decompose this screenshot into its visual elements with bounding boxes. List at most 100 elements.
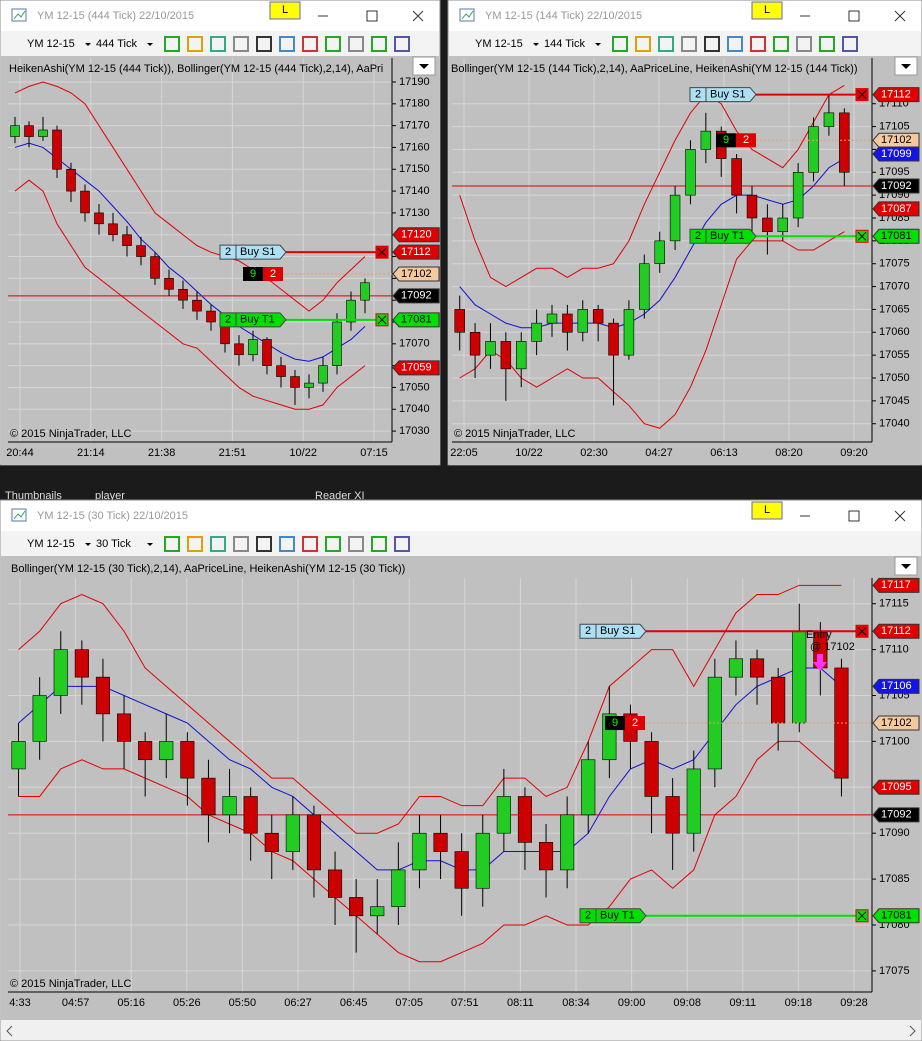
toolbar-icon[interactable] (348, 536, 364, 552)
scroll-left[interactable] (6, 1025, 13, 1037)
copyright: © 2015 NinjaTrader, LLC (454, 428, 575, 440)
toolbar-icon[interactable] (394, 536, 410, 552)
candle-body (159, 741, 174, 761)
toolbar-icon[interactable] (842, 36, 858, 52)
close-button[interactable] (894, 10, 906, 22)
entry-arrow (813, 654, 827, 671)
close-button[interactable] (412, 10, 424, 22)
candle-body (839, 112, 850, 173)
interval-selector[interactable]: 144 Tick (544, 38, 585, 50)
instrument-selector[interactable]: YM 12-15 (27, 38, 75, 50)
y-tick-label: 17110 (879, 644, 909, 656)
bollinger-lower (18, 740, 842, 963)
maximize-button[interactable] (366, 10, 378, 22)
time-label: 06:27 (284, 997, 312, 1009)
candle-body (433, 832, 448, 852)
toolbar-icon[interactable] (256, 536, 272, 552)
toolbar-icon[interactable] (325, 36, 341, 52)
entry-count: 2 (743, 134, 749, 146)
time-label: 21:14 (77, 447, 105, 459)
y-tick-label: 17055 (879, 349, 910, 361)
order-cancel-x (857, 911, 867, 921)
toolbar-icon[interactable] (164, 36, 180, 52)
toolbar-icon[interactable] (210, 536, 226, 552)
time-label: 21:51 (219, 447, 247, 459)
candle-body (285, 814, 300, 852)
toolbar-icon[interactable] (187, 536, 203, 552)
toolbar-icon[interactable] (187, 36, 203, 52)
time-label: 22:05 (450, 447, 478, 459)
toolbar-icon[interactable] (210, 36, 226, 52)
maximize-button[interactable] (848, 10, 860, 22)
candle-body (581, 759, 596, 816)
candle-body (180, 741, 195, 779)
candle-body (823, 112, 835, 127)
toolbar-icon[interactable] (394, 36, 410, 52)
scroll-right[interactable] (909, 1025, 916, 1037)
time-label: 04:57 (62, 997, 90, 1009)
order-qty: 2 (225, 314, 231, 326)
interval-selector[interactable]: 444 Tick (96, 38, 137, 50)
indicator-list: HeikenAshi(YM 12-15 (444 Tick)), Bolling… (9, 63, 383, 75)
toolbar-icon[interactable] (612, 36, 628, 52)
copyright: © 2015 NinjaTrader, LLC (10, 978, 131, 990)
toolbar-icon[interactable] (819, 36, 835, 52)
toolbar-icon[interactable] (796, 36, 812, 52)
toolbar-icon[interactable] (773, 36, 789, 52)
toolbar-icon[interactable] (302, 536, 318, 552)
instrument-selector[interactable]: YM 12-15 (475, 38, 523, 50)
entry-qty: 9 (723, 134, 729, 146)
candle-body (178, 288, 188, 301)
maximize-button[interactable] (848, 510, 860, 522)
price-tag-label: 17087 (881, 203, 912, 215)
time-label: 02:30 (580, 447, 608, 459)
toolbar-icon[interactable] (325, 536, 341, 552)
toolbar-icon[interactable] (704, 36, 720, 52)
toolbar-icon[interactable] (279, 36, 295, 52)
dropdown-arrow (85, 43, 91, 46)
price-tag (872, 178, 920, 194)
toolbar-icon[interactable] (371, 536, 387, 552)
candle-body (304, 382, 314, 388)
toolbar-icon[interactable] (302, 36, 318, 52)
annotation: @ 17102 (810, 641, 855, 653)
candle-body (138, 741, 153, 761)
candle-body (608, 322, 619, 356)
y-tick-label: 17170 (399, 120, 430, 132)
toolbar-icon[interactable] (256, 36, 272, 52)
toolbar-icon[interactable] (371, 36, 387, 52)
toolbar-icon[interactable] (658, 36, 674, 52)
toolbar-icon[interactable] (681, 36, 697, 52)
time-label: 09:20 (840, 447, 868, 459)
toolbar-icon[interactable] (635, 36, 651, 52)
toolbar-icon[interactable] (233, 536, 249, 552)
window-title: YM 12-15 (144 Tick) 22/10/2015 (485, 10, 642, 22)
toolbar-icon[interactable] (348, 36, 364, 52)
y-tick-label: 17075 (879, 258, 910, 270)
instrument-selector[interactable]: YM 12-15 (27, 538, 75, 550)
interval-selector[interactable]: 30 Tick (96, 538, 131, 550)
toolbar-icon[interactable] (233, 36, 249, 52)
candle-body (360, 282, 370, 301)
price-tag-label: 17081 (881, 910, 912, 922)
toolbar-icon[interactable] (164, 536, 180, 552)
badge-box (269, 1, 301, 20)
toolbar-icon[interactable] (727, 36, 743, 52)
candle-body (264, 832, 279, 852)
toolbar-icon[interactable] (279, 536, 295, 552)
scrollbar[interactable] (1, 1020, 921, 1040)
order-qty: 2 (695, 230, 701, 242)
candle-body (164, 278, 174, 290)
candle-body (560, 814, 575, 871)
toolbar-icon[interactable] (750, 36, 766, 52)
price-tag (872, 678, 920, 694)
entry-count-box (263, 267, 283, 281)
order-label: Buy S1 (600, 625, 635, 637)
candle-body (531, 322, 542, 342)
close-button[interactable] (894, 510, 906, 522)
order-qty: 2 (585, 625, 591, 637)
candle-body (412, 832, 427, 871)
y-tick-label: 17085 (879, 873, 910, 885)
price-tag-label: 17120 (401, 229, 432, 241)
